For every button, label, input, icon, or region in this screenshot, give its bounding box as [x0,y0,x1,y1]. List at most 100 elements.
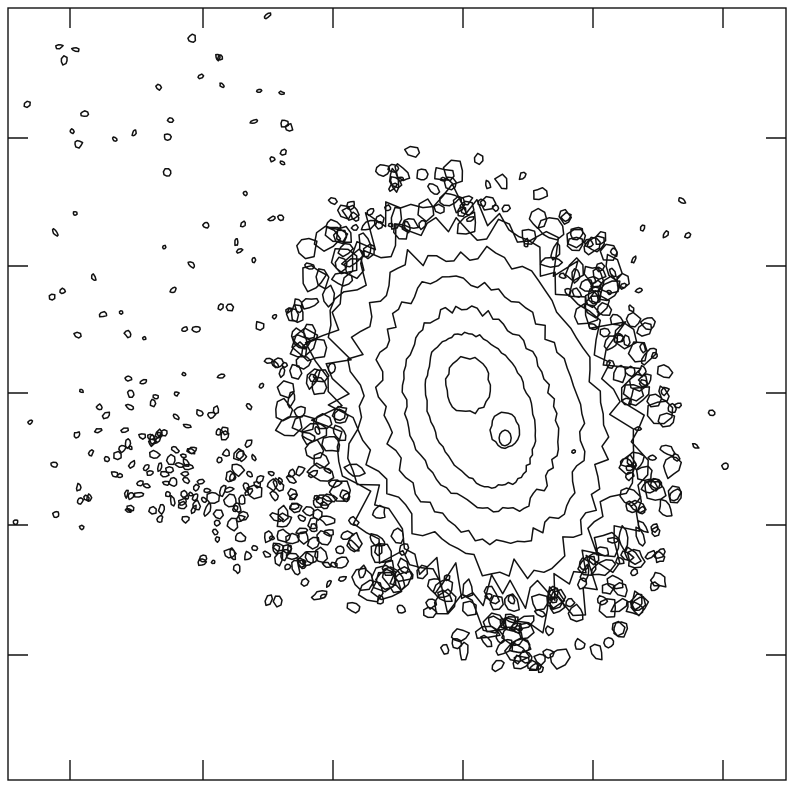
contour-line [255,88,263,94]
contour-line [350,223,359,231]
contour-line [433,588,457,615]
contour-line [424,331,537,489]
contour-line [635,465,653,482]
contour-line [314,425,321,435]
contour-line [603,335,619,351]
contour-line [343,258,365,280]
contour-line [369,532,386,547]
contour-line [269,490,280,502]
contour-line [306,462,335,482]
contour-line [156,431,162,437]
contour-line [388,182,399,193]
contour-line [315,412,333,430]
contour-line [633,426,643,432]
contour-line [276,380,295,399]
contour-line [658,385,670,403]
contour-line [606,574,624,590]
contour-line [123,489,129,499]
contour-line [267,470,275,477]
contour-line [225,470,236,483]
contour-line [416,564,429,580]
contour-line [651,526,661,538]
contour-line [103,455,111,463]
contour-line [74,139,84,149]
contour-line [263,357,274,365]
contour-line [662,230,670,239]
contour-line [309,522,318,533]
contour-line [691,442,700,449]
contour-line [289,502,303,514]
contour-line [334,545,345,555]
contour-line [216,54,224,61]
contour-line [51,510,60,519]
contour-line [544,625,555,637]
contour-line [383,204,392,212]
contour-line [264,594,274,607]
contour-line [644,480,667,501]
contour-line [301,558,307,565]
contour-line [307,469,319,479]
contour-line [571,268,581,284]
contour-line [164,465,175,474]
contour-line [592,266,607,281]
contour-line [216,373,226,379]
contour-line [461,600,477,617]
contour-line [291,414,316,433]
contour-line [177,500,188,510]
contour-line [76,497,85,505]
contour-line [186,448,196,455]
contour-line [301,431,316,443]
contour-line [123,329,132,339]
contour-line [474,625,501,640]
contour-line [459,200,475,216]
contour-line [182,457,190,468]
contour-line [302,264,328,293]
contour-line [273,357,285,369]
contour-line [489,594,504,611]
contour-line [323,467,332,475]
contour-line [619,282,628,290]
contour-line [567,603,584,623]
contour-line [249,118,259,124]
contour-line [622,384,645,402]
contour-line [200,496,208,504]
contour-line [301,505,315,517]
contour-line [498,429,512,447]
contour-line [610,597,628,613]
contour-line [622,334,631,347]
contour-line [598,598,617,618]
contour-line [161,244,167,250]
contour-line [274,552,284,567]
contour-line [583,238,594,248]
contour-line [347,245,610,580]
contour-line [576,577,588,590]
contour-line [318,515,336,526]
contour-line [325,579,333,588]
contour-line [263,12,272,20]
contour-line [494,173,508,190]
contour-line [389,566,413,592]
contour-line [394,163,411,182]
contour-line [347,539,360,552]
contour-line [251,453,257,462]
contour-line [532,186,549,201]
contour-line [521,228,537,245]
contour-line [48,293,56,301]
contour-line [491,659,505,673]
contour-line [285,307,300,322]
contour-line [426,578,442,595]
contour-line [95,403,103,411]
contour-line [565,597,576,608]
contour-line [156,462,163,473]
contour-line [707,409,716,417]
contour-line [416,168,429,181]
contour-line [546,587,566,609]
contour-line [314,546,329,564]
contour-line [518,171,527,181]
contour-line [639,342,647,354]
contour-line [452,195,466,214]
contour-line [187,33,197,43]
contour-line [595,262,606,273]
contour-line [142,483,151,489]
contour-line [357,564,367,579]
